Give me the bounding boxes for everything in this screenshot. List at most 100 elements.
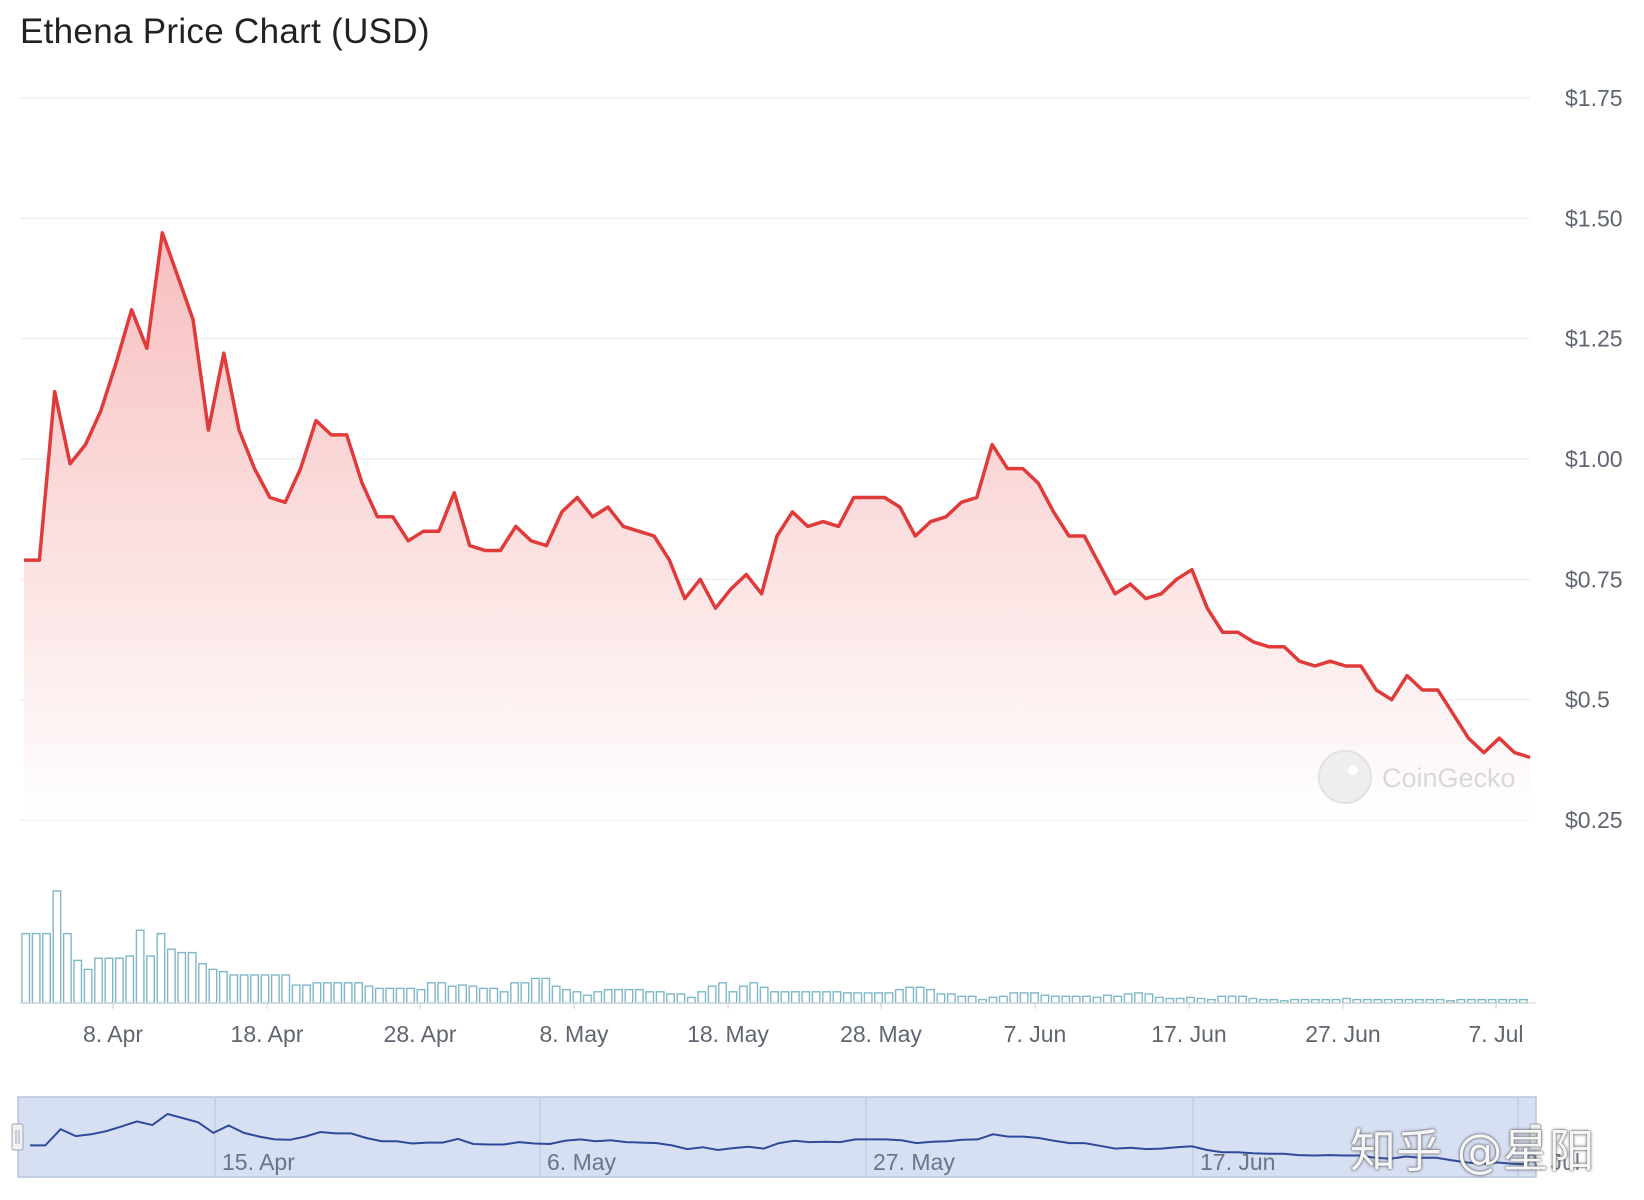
navigator-tick-label: 15. Apr — [222, 1149, 295, 1175]
volume-bar — [270, 974, 280, 1004]
coingecko-watermark: CoinGecko — [1318, 750, 1516, 804]
y-tick-label: $1.50 — [1565, 205, 1623, 231]
volume-bar — [998, 995, 1008, 1004]
navigator-tick-label: 27. May — [873, 1149, 955, 1175]
price-line[interactable] — [24, 231, 1531, 760]
volume-bar — [42, 932, 51, 1004]
volume-bar — [52, 890, 62, 1004]
volume-bar — [707, 985, 717, 1004]
navigator-line — [30, 1112, 1529, 1166]
volume-bar — [31, 932, 41, 1004]
volume-bar — [135, 929, 145, 1004]
gecko-logo-icon — [1318, 750, 1372, 804]
navigator[interactable]: 15. Apr 6. May 27. May 17. Jun 8. Jul — [11, 1096, 1580, 1178]
y-tick-label: $1.00 — [1565, 446, 1623, 472]
volume-bar — [1414, 998, 1424, 1004]
navigator-background — [17, 1096, 1537, 1178]
volume-bar — [582, 994, 592, 1004]
volume-bar — [198, 963, 208, 1004]
volume-bar — [333, 982, 343, 1004]
navigator-handle-left[interactable] — [11, 1123, 24, 1151]
volume-bar — [1206, 998, 1216, 1004]
volume-bar — [614, 988, 623, 1004]
volume-bar — [978, 998, 987, 1004]
volume-bar — [1175, 997, 1185, 1004]
volume-bar — [489, 987, 499, 1004]
volume-bar — [1362, 998, 1372, 1004]
navigator-x-axis: 15. Apr 6. May 27. May 17. Jun 8. Jul — [222, 1149, 1580, 1175]
volume-bar — [562, 988, 571, 1004]
volume-bar — [1050, 995, 1060, 1004]
volume-bar — [957, 995, 967, 1004]
volume-bar — [738, 985, 748, 1004]
volume-bar — [666, 993, 675, 1004]
volume-bar — [1092, 996, 1102, 1004]
volume-bar — [1040, 994, 1050, 1004]
chart-title: Ethena Price Chart (USD) — [20, 12, 430, 51]
x-tick-label: 17. Jun — [1151, 1021, 1226, 1047]
y-tick-label: $0.5 — [1565, 687, 1610, 713]
volume-bar — [530, 977, 540, 1004]
volume-bar — [842, 992, 852, 1004]
volume-bars — [21, 890, 1528, 1004]
volume-bar — [239, 974, 249, 1004]
volume-bar — [1144, 993, 1154, 1004]
volume-bar — [853, 992, 863, 1004]
volume-bar — [593, 991, 603, 1004]
volume-bar — [302, 984, 311, 1004]
volume-bar — [343, 982, 353, 1004]
volume-bar — [863, 992, 873, 1004]
x-axis: 8. Apr 18. Apr 28. Apr 8. May 18. May 28. May… — [83, 1003, 1524, 1047]
volume-bar — [905, 986, 915, 1004]
volume-bar — [1456, 998, 1466, 1004]
volume-bar — [1508, 998, 1518, 1004]
volume-bar — [229, 974, 239, 1004]
volume-bar — [218, 970, 228, 1004]
volume-bar — [749, 982, 759, 1004]
volume-bar — [874, 992, 883, 1004]
volume-bar — [1217, 995, 1227, 1004]
volume-bar — [1186, 996, 1196, 1004]
volume-bar — [926, 988, 935, 1004]
volume-bar — [551, 985, 561, 1004]
volume-bar — [1019, 992, 1029, 1004]
volume-bar — [728, 991, 738, 1004]
volume-bar — [1082, 995, 1092, 1004]
volume-bar — [322, 982, 332, 1004]
navigator-handle-right[interactable] — [1529, 1123, 1542, 1151]
volume-bar — [1342, 997, 1352, 1004]
volume-bar — [801, 991, 811, 1004]
volume-bar — [385, 987, 395, 1004]
volume-bar — [1154, 996, 1164, 1004]
volume-bar — [166, 948, 176, 1004]
volume-bar — [1196, 997, 1206, 1004]
navigator-separators — [214, 1097, 1519, 1177]
volume-bar — [125, 955, 135, 1004]
volume-bar — [447, 985, 457, 1004]
volume-bar — [822, 991, 831, 1004]
volume-bar — [1425, 998, 1435, 1004]
volume-bar — [770, 991, 779, 1004]
volume-bar — [624, 988, 634, 1004]
volume-bar — [1487, 998, 1497, 1004]
volume-bar — [364, 985, 374, 1004]
volume-bar — [1466, 998, 1476, 1004]
volume-bar — [645, 991, 655, 1004]
volume-bar — [104, 957, 114, 1004]
y-tick-label: $0.25 — [1565, 807, 1623, 833]
volume-bar — [1269, 998, 1279, 1004]
volume-bar — [94, 957, 104, 1004]
volume-bar — [1009, 992, 1019, 1004]
volume-bar — [1123, 993, 1133, 1004]
volume-bar — [1238, 995, 1248, 1004]
volume-bar — [1165, 997, 1175, 1004]
volume-bar — [437, 982, 447, 1004]
volume-bar — [1477, 998, 1487, 1004]
volume-bar — [291, 984, 301, 1004]
y-axis: $0.25 $0.5 $0.75 $1.00 $1.25 $1.50 $1.75 — [1565, 85, 1623, 833]
x-tick-label: 7. Jul — [1469, 1021, 1524, 1047]
site-watermark: 知乎 @星阳 — [1350, 1124, 1595, 1178]
volume-bar — [510, 982, 519, 1004]
volume-bar — [541, 977, 551, 1004]
